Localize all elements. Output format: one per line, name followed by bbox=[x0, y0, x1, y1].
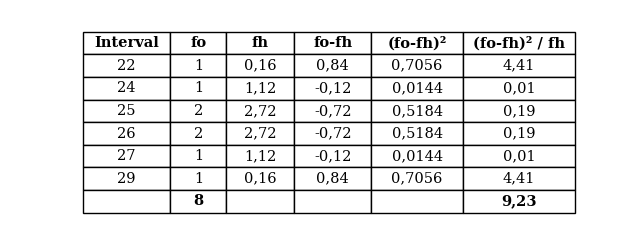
Bar bbox=[227, 100, 295, 122]
Bar bbox=[83, 145, 170, 167]
Text: 9,23: 9,23 bbox=[501, 194, 537, 208]
Text: -0,72: -0,72 bbox=[314, 104, 352, 118]
Text: 1: 1 bbox=[194, 172, 203, 186]
Text: -0,12: -0,12 bbox=[314, 149, 352, 163]
Text: 8: 8 bbox=[193, 194, 204, 208]
Bar bbox=[83, 77, 170, 100]
Text: 2: 2 bbox=[194, 104, 203, 118]
Text: 0,16: 0,16 bbox=[244, 172, 277, 186]
Bar bbox=[371, 32, 463, 54]
Bar bbox=[295, 100, 371, 122]
Bar bbox=[463, 167, 575, 190]
Bar bbox=[227, 32, 295, 54]
Bar bbox=[463, 77, 575, 100]
Bar bbox=[295, 77, 371, 100]
Bar bbox=[227, 145, 295, 167]
Text: 26: 26 bbox=[117, 127, 136, 141]
Bar bbox=[295, 122, 371, 145]
Bar bbox=[170, 100, 227, 122]
Text: 0,19: 0,19 bbox=[503, 127, 535, 141]
Text: -0,72: -0,72 bbox=[314, 127, 352, 141]
Bar bbox=[371, 122, 463, 145]
Text: 0,5184: 0,5184 bbox=[392, 127, 443, 141]
Bar bbox=[83, 122, 170, 145]
Bar bbox=[83, 100, 170, 122]
Text: fo: fo bbox=[190, 36, 207, 50]
Bar bbox=[371, 190, 463, 212]
Bar bbox=[83, 167, 170, 190]
Bar bbox=[295, 145, 371, 167]
Text: 1,12: 1,12 bbox=[245, 149, 277, 163]
Bar bbox=[463, 32, 575, 54]
Text: 4,41: 4,41 bbox=[503, 59, 535, 73]
Text: 0,19: 0,19 bbox=[503, 104, 535, 118]
Text: -0,12: -0,12 bbox=[314, 81, 352, 95]
Bar bbox=[227, 190, 295, 212]
Bar bbox=[227, 122, 295, 145]
Bar bbox=[371, 167, 463, 190]
Text: 0,84: 0,84 bbox=[317, 59, 349, 73]
Bar bbox=[463, 54, 575, 77]
Bar bbox=[170, 190, 227, 212]
Text: 2: 2 bbox=[194, 127, 203, 141]
Text: 1: 1 bbox=[194, 59, 203, 73]
Bar bbox=[371, 54, 463, 77]
Text: 0,01: 0,01 bbox=[503, 149, 535, 163]
Text: 22: 22 bbox=[117, 59, 135, 73]
Text: 0,7056: 0,7056 bbox=[392, 59, 443, 73]
Bar bbox=[463, 100, 575, 122]
Text: 1: 1 bbox=[194, 149, 203, 163]
Bar bbox=[83, 190, 170, 212]
Text: 29: 29 bbox=[117, 172, 135, 186]
Bar bbox=[463, 190, 575, 212]
Text: fh: fh bbox=[252, 36, 269, 50]
Text: 0,16: 0,16 bbox=[244, 59, 277, 73]
Text: 4,41: 4,41 bbox=[503, 172, 535, 186]
Text: (fo-fh)² / fh: (fo-fh)² / fh bbox=[473, 36, 565, 50]
Bar bbox=[371, 145, 463, 167]
Bar bbox=[371, 100, 463, 122]
Bar bbox=[295, 190, 371, 212]
Bar bbox=[463, 145, 575, 167]
Text: 0,84: 0,84 bbox=[317, 172, 349, 186]
Bar bbox=[463, 122, 575, 145]
Text: 27: 27 bbox=[117, 149, 135, 163]
Text: 1: 1 bbox=[194, 81, 203, 95]
Text: 0,0144: 0,0144 bbox=[392, 81, 443, 95]
Text: 24: 24 bbox=[117, 81, 135, 95]
Text: 25: 25 bbox=[117, 104, 135, 118]
Bar bbox=[83, 32, 170, 54]
Text: fo-fh: fo-fh bbox=[313, 36, 352, 50]
Bar bbox=[170, 32, 227, 54]
Bar bbox=[227, 54, 295, 77]
Bar bbox=[227, 77, 295, 100]
Bar bbox=[371, 77, 463, 100]
Bar bbox=[295, 167, 371, 190]
Bar bbox=[227, 167, 295, 190]
Bar bbox=[295, 54, 371, 77]
Bar bbox=[170, 167, 227, 190]
Bar bbox=[170, 77, 227, 100]
Bar bbox=[83, 54, 170, 77]
Text: 2,72: 2,72 bbox=[244, 127, 277, 141]
Bar bbox=[170, 54, 227, 77]
Text: 0,01: 0,01 bbox=[503, 81, 535, 95]
Bar bbox=[170, 145, 227, 167]
Text: 0,5184: 0,5184 bbox=[392, 104, 443, 118]
Text: 0,7056: 0,7056 bbox=[392, 172, 443, 186]
Text: (fo-fh)²: (fo-fh)² bbox=[387, 36, 447, 50]
Bar bbox=[295, 32, 371, 54]
Bar bbox=[170, 122, 227, 145]
Text: 1,12: 1,12 bbox=[245, 81, 277, 95]
Text: 2,72: 2,72 bbox=[244, 104, 277, 118]
Text: 0,0144: 0,0144 bbox=[392, 149, 443, 163]
Text: Interval: Interval bbox=[94, 36, 159, 50]
